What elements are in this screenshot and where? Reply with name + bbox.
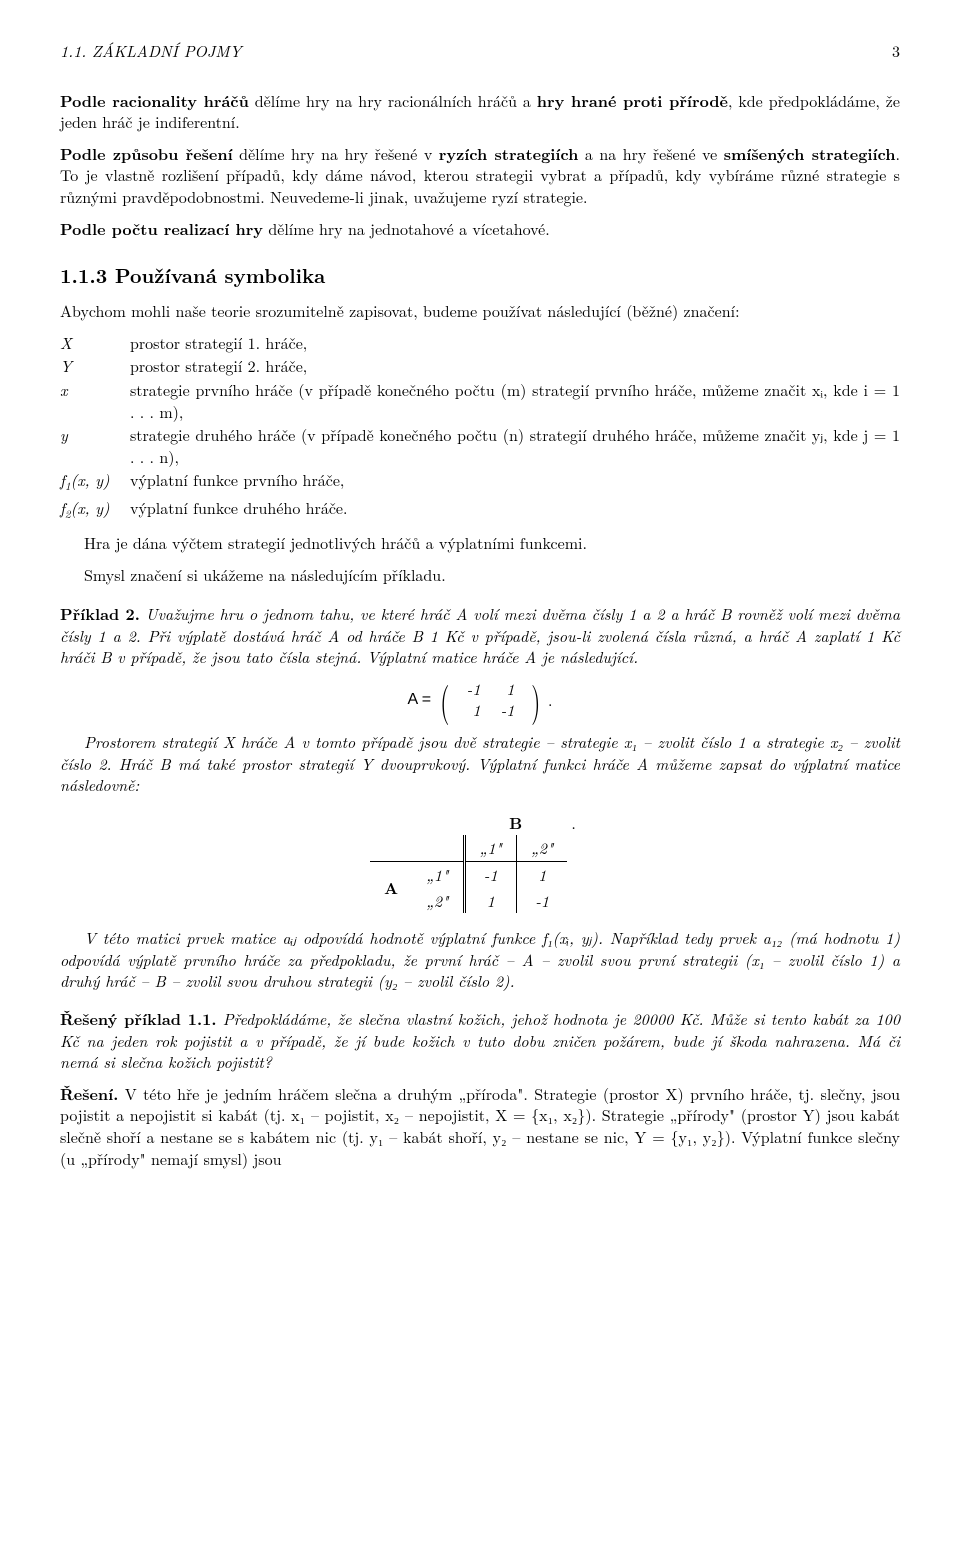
example-2-head: Příklad 2. [60,602,140,625]
symbol-table: X prostor strategií 1. hráče, Y prostor … [60,332,900,522]
para-realizations: Podle počtu realizací hry dělíme hry na … [60,218,900,240]
symbol-X: X [60,332,130,354]
matrix-lhs: A = [408,689,432,711]
desc-f2: výplatní funkce druhého hráče. [130,497,900,519]
desc-y: strategie druhého hráče (v případě koneč… [130,424,900,467]
desc-X: prostor strategií 1. hráče, [130,332,900,354]
para-rationality: Podle racionality hráčů dělíme hry na hr… [60,90,900,133]
page-number: 3 [892,40,900,62]
payoff-header-B: B [464,810,567,836]
term-realizations: Podle počtu realizací hry [60,217,263,240]
example-2-p3: V této matici prvek matice aᵢⱼ odpovídá … [60,927,900,992]
para-solution-method: Podle způsobu řešení dělíme hry na hry ř… [60,143,900,208]
running-section: 1.1. ZÁKLADNÍ POJMY [60,40,241,62]
desc-Y: prostor strategií 2. hráče, [130,355,900,377]
solved-head: Řešený příklad 1.1. [60,1007,216,1030]
symbol-f2: f2(x, y) [60,497,130,522]
term-rationality: Podle racionality hráčů [60,89,249,112]
example-2-p2: Prostorem strategií X hráče A v tomto př… [60,731,900,796]
matrix-A: A = ( -11 1-1 ) . [60,678,900,721]
example-2-body: Uvažujme hru o jednom tahu, ve které hrá… [60,602,900,668]
subsection-intro: Abychom mohli naše teorie srozumitelně z… [60,300,900,322]
solved-example: Řešený příklad 1.1. Předpokládáme, že sl… [60,1008,900,1073]
payoff-matrix: B . „1" „2" A „1" -1 1 „2" 1 -1 [60,810,900,913]
symbol-x: x [60,379,130,401]
symbol-f1: f1(x, y) [60,469,130,494]
desc-f1: výplatní funkce prvního hráče, [130,469,900,491]
after-table-2: Smysl značení si ukážeme na následujícím… [60,564,900,586]
after-table-1: Hra je dána výčtem strategií jednotlivýc… [60,532,900,554]
solution: Řešení. V této hře je jedním hráčem sleč… [60,1083,900,1169]
term-against-nature: hry hrané proti přírodě [537,89,728,112]
desc-x: strategie prvního hráče (v případě koneč… [130,379,900,422]
solution-body: V této hře je jedním hráčem slečna a dru… [60,1082,900,1170]
solution-head: Řešení. [60,1082,118,1105]
example-2: Příklad 2. Uvažujme hru o jednom tahu, v… [60,603,900,668]
subsection-heading: 1.1.3 Používaná symbolika [60,261,900,288]
term-solution: Podle způsobu řešení [60,142,233,165]
symbol-Y: Y [60,355,130,377]
payoff-header-A: A [370,862,412,914]
symbol-y: y [60,424,130,446]
